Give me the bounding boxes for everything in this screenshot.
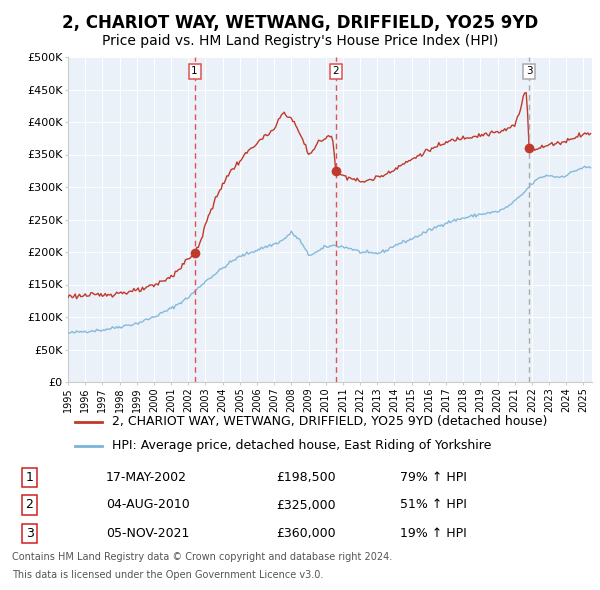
Text: 1: 1 bbox=[191, 66, 198, 76]
Text: 3: 3 bbox=[26, 527, 34, 540]
Text: HPI: Average price, detached house, East Riding of Yorkshire: HPI: Average price, detached house, East… bbox=[112, 439, 491, 452]
Text: £198,500: £198,500 bbox=[277, 471, 336, 484]
Text: 17-MAY-2002: 17-MAY-2002 bbox=[106, 471, 187, 484]
Text: £360,000: £360,000 bbox=[277, 527, 336, 540]
Text: 2: 2 bbox=[332, 66, 339, 76]
Text: Price paid vs. HM Land Registry's House Price Index (HPI): Price paid vs. HM Land Registry's House … bbox=[102, 34, 498, 48]
Text: 19% ↑ HPI: 19% ↑ HPI bbox=[400, 527, 467, 540]
Text: 2: 2 bbox=[26, 499, 34, 512]
Text: 79% ↑ HPI: 79% ↑ HPI bbox=[400, 471, 467, 484]
Text: £325,000: £325,000 bbox=[277, 499, 336, 512]
Text: Contains HM Land Registry data © Crown copyright and database right 2024.: Contains HM Land Registry data © Crown c… bbox=[12, 552, 392, 562]
Text: This data is licensed under the Open Government Licence v3.0.: This data is licensed under the Open Gov… bbox=[12, 570, 323, 580]
Text: 2, CHARIOT WAY, WETWANG, DRIFFIELD, YO25 9YD (detached house): 2, CHARIOT WAY, WETWANG, DRIFFIELD, YO25… bbox=[112, 415, 547, 428]
Text: 51% ↑ HPI: 51% ↑ HPI bbox=[400, 499, 467, 512]
Text: 3: 3 bbox=[526, 66, 532, 76]
Text: 2, CHARIOT WAY, WETWANG, DRIFFIELD, YO25 9YD: 2, CHARIOT WAY, WETWANG, DRIFFIELD, YO25… bbox=[62, 14, 538, 32]
Text: 04-AUG-2010: 04-AUG-2010 bbox=[106, 499, 190, 512]
Text: 1: 1 bbox=[26, 471, 34, 484]
Text: 05-NOV-2021: 05-NOV-2021 bbox=[106, 527, 190, 540]
